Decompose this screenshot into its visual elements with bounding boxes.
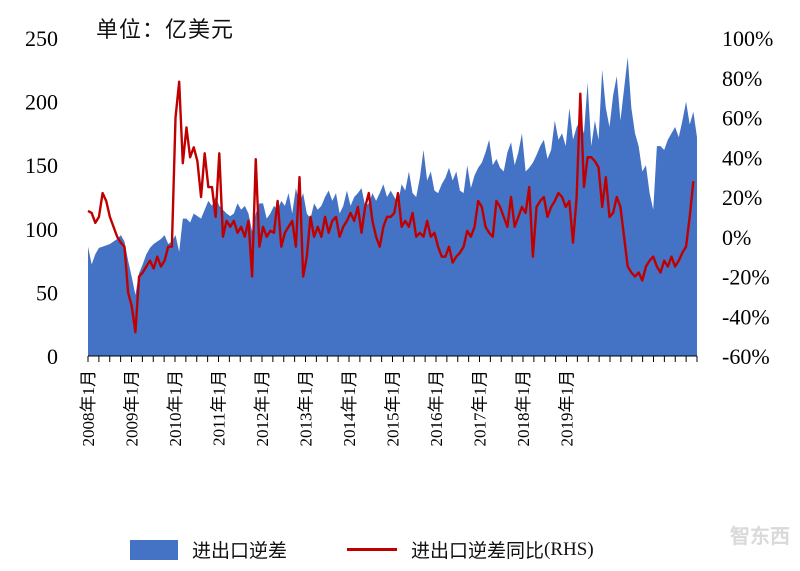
x-tick-label: 2017年1月: [471, 370, 490, 447]
y-left-tick-label: 150: [25, 153, 58, 178]
x-tick-label: 2012年1月: [253, 370, 272, 447]
legend-swatch-area: [130, 539, 178, 560]
y-left-tick-label: 50: [36, 280, 58, 305]
x-tick-label: 2009年1月: [123, 370, 142, 447]
legend-item-area: 进出口逆差: [130, 536, 287, 563]
y-right-tick-label: 0%: [722, 225, 751, 250]
y-right-tick-label: 100%: [722, 26, 773, 51]
y-left-tick-label: 200: [25, 90, 58, 115]
legend-label-area: 进出口逆差: [192, 540, 288, 562]
legend: 进出口逆差 进出口逆差同比 (RHS): [130, 536, 654, 563]
x-tick-label: 2011年1月: [210, 370, 229, 446]
y-right-tick-label: 20%: [722, 185, 762, 210]
legend-swatch-line: [347, 548, 398, 551]
y-left-tick-label: 250: [25, 26, 58, 51]
x-tick-label: 2008年1月: [79, 370, 98, 447]
legend-label-line: 进出口逆差同比: [411, 540, 545, 562]
x-tick-label: 2018年1月: [514, 370, 533, 447]
y-right-tick-label: -20%: [722, 265, 770, 290]
series-line-yoy: [87, 80, 695, 334]
y-right-tick-label: -40%: [722, 304, 770, 329]
x-tick-label: 2013年1月: [297, 370, 316, 447]
y-right-tick-label: 40%: [722, 145, 762, 170]
x-tick-label: 2010年1月: [166, 370, 185, 447]
unit-label: 单位：亿美元: [96, 18, 235, 43]
x-tick-label: 2014年1月: [340, 370, 359, 447]
y-left-tick-label: 100: [25, 217, 58, 242]
x-tick-label: 2019年1月: [558, 370, 577, 447]
y-right-tick-label: -60%: [722, 344, 770, 369]
series-area-trade-deficit: [88, 57, 697, 356]
x-tick-label: 2016年1月: [427, 370, 446, 447]
legend-item-line: 进出口逆差同比 (RHS): [347, 536, 594, 563]
y-left-tick-label: 0: [47, 344, 58, 369]
legend-label-line-suffix: (RHS): [544, 538, 594, 560]
y-right-tick-label: 80%: [722, 66, 762, 91]
watermark-logo: 智东西: [730, 524, 790, 548]
y-right-tick-label: 60%: [722, 106, 762, 131]
chart-canvas: 2008年1月 2009年1月 2010年1月 2011年1月 2012年1月 2013年…: [25, 26, 773, 447]
x-tick-label: 2015年1月: [384, 370, 403, 447]
